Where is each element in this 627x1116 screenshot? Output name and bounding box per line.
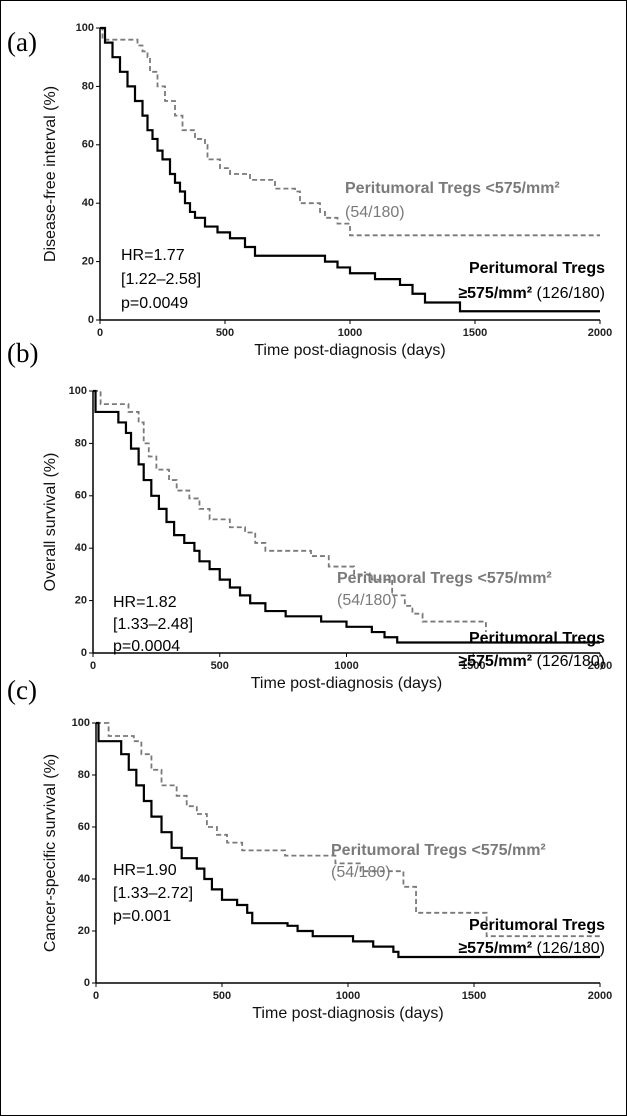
series-name: Peritumoral Tregs <575/mm² (345, 180, 560, 197)
y-tick-label: 80 (78, 769, 90, 781)
series-name: Peritumoral Tregs (469, 630, 605, 647)
x-tick-label: 1000 (338, 327, 362, 339)
series-name-line2: ≥575/mm² (126/180) (458, 940, 605, 957)
series-name: ≥575/mm² (458, 285, 532, 302)
series-count: (126/180) (537, 940, 606, 957)
stat-annotation: p=0.0004 (113, 638, 180, 655)
stat-annotation: [1.33–2.72] (113, 885, 193, 902)
survival-curve (96, 722, 600, 938)
stat-annotation: HR=1.90 (113, 862, 177, 879)
x-tick-label: 500 (211, 660, 229, 672)
x-tick-label: 2000 (588, 660, 612, 672)
x-axis-label: Time post-diagnosis (days) (252, 1005, 443, 1022)
y-tick-label: 40 (78, 873, 90, 885)
y-tick-label: 100 (69, 385, 87, 397)
stat-annotation: p=0.001 (113, 908, 171, 925)
x-tick-label: 1000 (336, 990, 360, 1002)
y-tick-label: 60 (78, 821, 90, 833)
stat-annotation: [1.33–2.48] (113, 616, 193, 633)
y-tick-label: 40 (75, 542, 87, 554)
series-count: (126/180) (537, 285, 606, 302)
survival-curve (100, 26, 600, 313)
stat-annotation: [1.22–2.58] (121, 271, 201, 288)
y-tick-label: 60 (75, 490, 87, 502)
y-tick-label: 0 (84, 977, 90, 989)
x-tick-label: 2000 (588, 327, 612, 339)
series-name: Peritumoral Tregs (469, 917, 605, 934)
stat-annotation: p=0.0049 (121, 295, 188, 312)
y-tick-label: 60 (82, 139, 94, 151)
stat-annotation: HR=1.77 (121, 247, 185, 264)
series-name: Peritumoral Tregs (469, 260, 605, 277)
x-tick-label: 1500 (462, 990, 486, 1002)
x-tick-label: 0 (97, 327, 103, 339)
series-count: (54/180) (337, 592, 397, 609)
series-name-line2: ≥575/mm² (126/180) (458, 653, 605, 670)
y-tick-label: 20 (82, 256, 94, 268)
series-count: (126/180) (537, 653, 606, 670)
y-tick-label: 100 (72, 717, 90, 729)
stat-annotation: HR=1.82 (113, 594, 177, 611)
x-tick-label: 0 (90, 660, 96, 672)
x-axis-label: Time post-diagnosis (days) (251, 675, 442, 692)
x-tick-label: 0 (93, 990, 99, 1002)
y-axis-label: Cancer-specific survival (%) (42, 754, 59, 952)
series-name: Peritumoral Tregs <575/mm² (331, 842, 546, 859)
series-count: (54/180) (331, 864, 391, 881)
y-tick-label: 20 (78, 925, 90, 937)
y-tick-label: 0 (88, 314, 94, 326)
y-axis-label: Disease-free interval (%) (42, 86, 59, 262)
survival-curve (93, 390, 487, 633)
y-tick-label: 20 (75, 595, 87, 607)
x-tick-label: 1500 (461, 660, 485, 672)
survival-curve (100, 27, 600, 237)
x-tick-label: 500 (213, 990, 231, 1002)
y-tick-label: 100 (76, 22, 94, 34)
x-tick-label: 500 (216, 327, 234, 339)
x-tick-label: 1000 (334, 660, 358, 672)
series-name: Peritumoral Tregs <575/mm² (337, 570, 552, 587)
panel-label: (c) (7, 675, 37, 705)
survival-curve (93, 389, 600, 644)
y-tick-label: 80 (82, 80, 94, 92)
survival-curve (96, 721, 600, 959)
y-tick-label: 0 (81, 647, 87, 659)
y-axis-label: Overall survival (%) (42, 453, 59, 592)
series-name: ≥575/mm² (458, 940, 532, 957)
x-tick-label: 1500 (463, 327, 487, 339)
x-axis-label: Time post-diagnosis (days) (254, 342, 445, 359)
series-name: ≥575/mm² (458, 653, 532, 670)
series-name-line2: ≥575/mm² (126/180) (458, 285, 605, 302)
panel-label: (b) (7, 338, 38, 368)
y-tick-label: 40 (82, 197, 94, 209)
y-tick-label: 80 (75, 437, 87, 449)
panel-label: (a) (7, 27, 37, 57)
series-count: (54/180) (345, 204, 405, 221)
x-tick-label: 2000 (588, 990, 612, 1002)
